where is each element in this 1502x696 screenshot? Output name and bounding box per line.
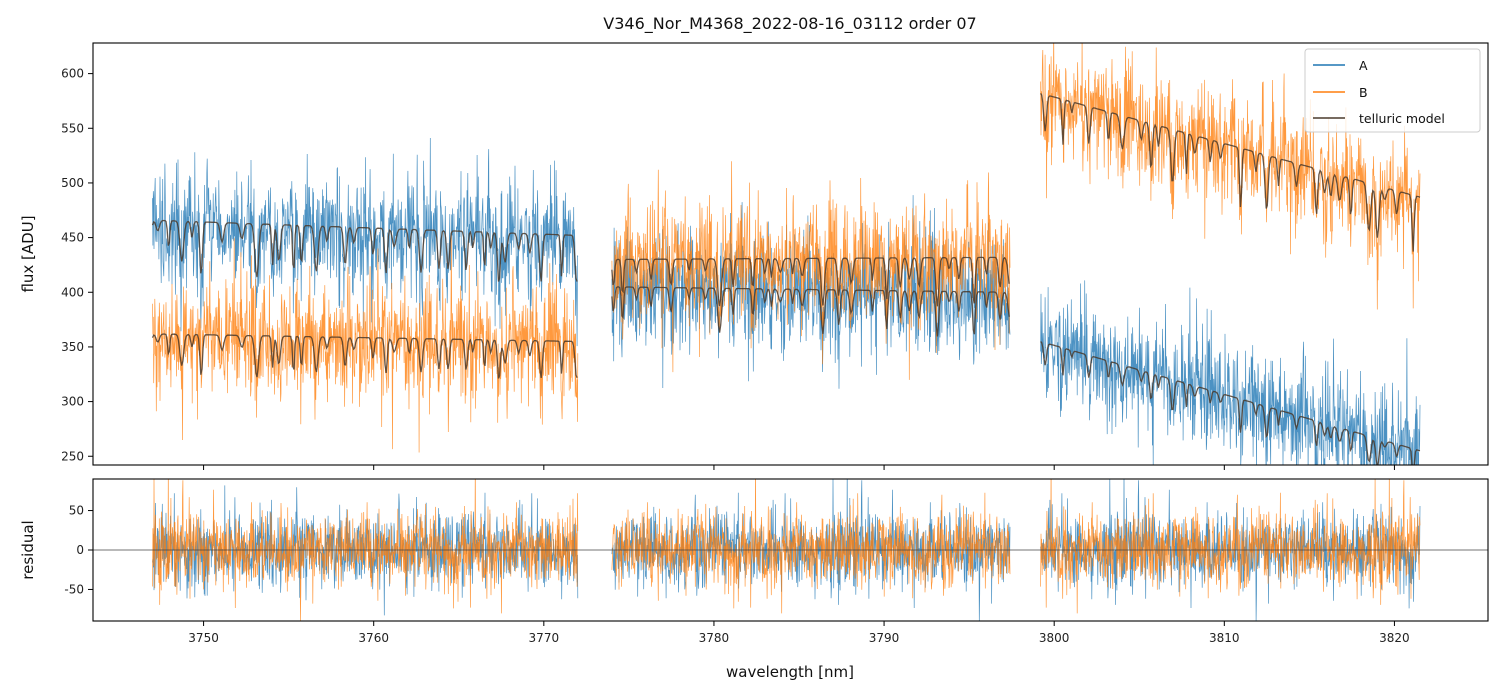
flux-series-group bbox=[151, 43, 1421, 465]
residual-series-group bbox=[93, 479, 1488, 621]
residual-y-ticks: -50 0 50 bbox=[64, 504, 93, 596]
flux-y-tick-label: 400 bbox=[61, 285, 84, 299]
x-tick-label: 3750 bbox=[188, 631, 219, 645]
residual-line-b-segment-2 bbox=[611, 479, 1011, 614]
flux-line-a-segment-3 bbox=[1040, 280, 1421, 465]
flux-y-tick-label: 250 bbox=[61, 449, 84, 463]
flux-y-tick-label: 450 bbox=[61, 231, 84, 245]
telluric-model-line-a-segment-2 bbox=[611, 286, 1010, 337]
flux-y-axis-label: flux [ADU] bbox=[19, 215, 37, 292]
flux-x-ticks bbox=[203, 465, 1395, 470]
chart-title: V346_Nor_M4368_2022-08-16_03112 order 07 bbox=[603, 14, 976, 34]
flux-line-b-segment-3 bbox=[1040, 43, 1421, 310]
telluric-model-line-b-segment-1 bbox=[151, 333, 578, 379]
telluric-model-line-a-segment-1 bbox=[151, 219, 578, 282]
residual-line-b-segment-1 bbox=[152, 479, 579, 621]
x-axis-label: wavelength [nm] bbox=[726, 663, 854, 681]
x-tick-label: 3780 bbox=[699, 631, 730, 645]
residual-line-a-segment-3 bbox=[1040, 479, 1421, 621]
legend-box bbox=[1304, 48, 1481, 133]
legend: A B telluric model bbox=[1304, 48, 1481, 133]
flux-line-a-segment-1 bbox=[152, 137, 579, 347]
telluric-model-line-b-segment-3 bbox=[1040, 93, 1421, 252]
residual-y-axis-label: residual bbox=[19, 520, 37, 579]
flux-panel: 250 300 350 400 450 500 550 600 flux [ADU] A B … bbox=[19, 42, 1489, 470]
x-tick-label: 3790 bbox=[869, 631, 900, 645]
legend-label-telluric-model: telluric model bbox=[1359, 111, 1445, 126]
residual-line-b-segment-3 bbox=[1040, 479, 1421, 614]
telluric-model-line-a-segment-3 bbox=[1040, 341, 1421, 465]
residual-y-tick-label: -50 bbox=[64, 582, 84, 596]
flux-y-tick-label: 500 bbox=[61, 176, 84, 190]
flux-y-tick-label: 300 bbox=[61, 395, 84, 409]
flux-panel-frame bbox=[92, 42, 1489, 466]
x-tick-label: 3800 bbox=[1039, 631, 1070, 645]
x-tick-label: 3770 bbox=[529, 631, 560, 645]
flux-line-b-segment-2 bbox=[611, 161, 1011, 380]
telluric-model-line-b-segment-2 bbox=[611, 256, 1010, 307]
residual-x-ticks: 3750 3760 3770 3780 3790 3800 3810 3820 bbox=[188, 621, 1410, 645]
flux-y-tick-label: 350 bbox=[61, 340, 84, 354]
x-tick-label: 3810 bbox=[1209, 631, 1240, 645]
x-tick-label: 3820 bbox=[1379, 631, 1410, 645]
residual-y-tick-label: 50 bbox=[69, 504, 84, 518]
flux-line-b-segment-1 bbox=[152, 232, 579, 453]
residual-y-tick-label: 0 bbox=[76, 543, 84, 557]
x-tick-label: 3760 bbox=[358, 631, 389, 645]
flux-y-tick-label: 550 bbox=[61, 121, 84, 135]
flux-y-ticks: 250 300 350 400 450 500 550 600 bbox=[61, 67, 93, 463]
flux-y-tick-label: 600 bbox=[61, 67, 84, 81]
legend-label-b: B bbox=[1359, 85, 1368, 100]
legend-label-a: A bbox=[1359, 58, 1368, 73]
